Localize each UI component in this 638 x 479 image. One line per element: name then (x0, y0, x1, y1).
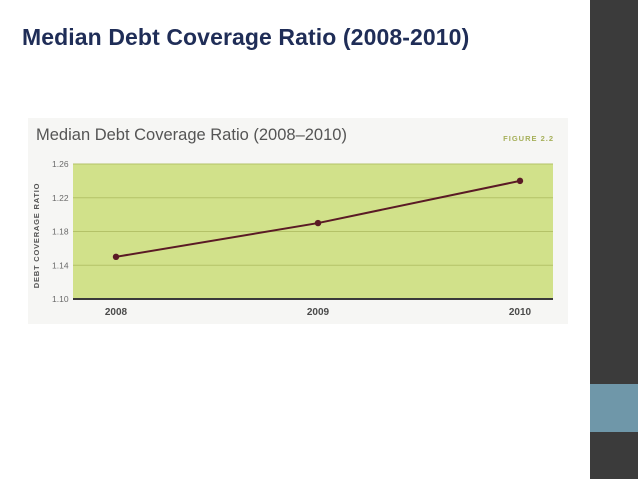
data-point (113, 254, 119, 260)
y-tick-label: 1.10 (52, 294, 69, 304)
y-tick-label: 1.14 (52, 260, 69, 270)
y-tick-label: 1.26 (52, 159, 69, 169)
data-point (517, 178, 523, 184)
y-tick-label: 1.18 (52, 227, 69, 237)
x-tick-label: 2010 (509, 307, 532, 318)
chart-figure: Median Debt Coverage Ratio (2008–2010) F… (28, 118, 568, 324)
x-tick-label: 2009 (307, 307, 330, 318)
side-accent-block (590, 384, 638, 432)
y-tick-label: 1.22 (52, 193, 69, 203)
x-tick-label: 2008 (105, 307, 128, 318)
data-point (315, 220, 321, 226)
slide-title: Median Debt Coverage Ratio (2008-2010) (22, 24, 469, 51)
y-axis-label: DEBT COVERAGE RATIO (32, 183, 41, 288)
line-chart: 1.10 1.14 1.18 1.22 1.26 DEBT COVERAGE RATIO 2… (28, 118, 568, 324)
